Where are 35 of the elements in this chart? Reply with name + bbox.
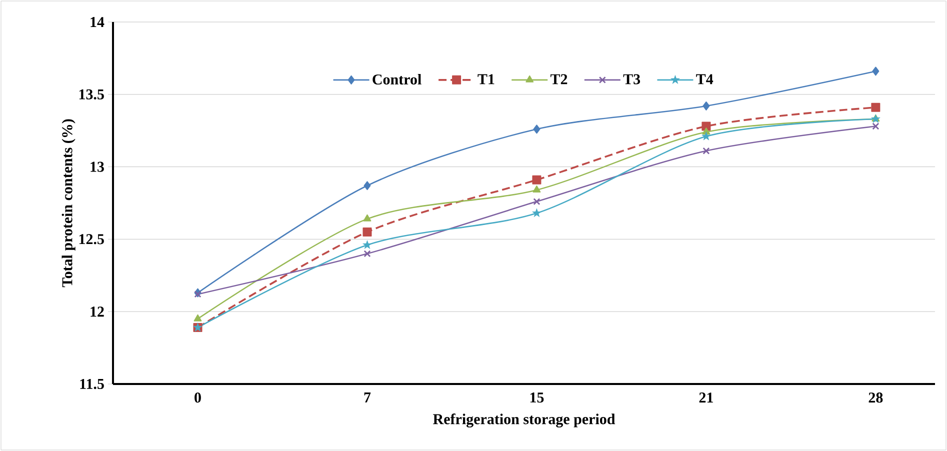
point: [533, 124, 540, 134]
y-axis-title: Total protein contents (%): [62, 119, 76, 288]
point: [362, 227, 372, 236]
y-tick-label: 13.5: [79, 89, 104, 100]
y-tick-label: 11.5: [80, 378, 104, 390]
point: [871, 102, 880, 112]
point: [363, 214, 372, 222]
point: [362, 240, 372, 250]
point: [872, 122, 880, 130]
y-tick-label: 14: [90, 17, 104, 27]
point: [532, 208, 542, 218]
point: [194, 314, 202, 322]
point: [872, 66, 880, 76]
point: [702, 101, 710, 110]
x-axis-title: Refrigeration storage period: [433, 414, 616, 428]
point: [532, 185, 541, 192]
legend-label: T1: [478, 74, 494, 84]
x-tick-label: 0: [194, 392, 201, 403]
x-tick-label: 21: [699, 392, 713, 402]
point: [702, 148, 710, 154]
x-tick-label: 28: [868, 392, 883, 403]
legend-label: T4: [696, 74, 714, 84]
x-tick-label: 7: [364, 392, 371, 402]
point: [701, 131, 711, 140]
point: [532, 175, 542, 184]
y-tick-label: 13: [90, 162, 104, 172]
x-tick-label: 15: [530, 392, 544, 403]
legend-label: T2: [550, 74, 568, 84]
y-tick-label: 12.5: [79, 234, 104, 244]
point: [364, 181, 371, 190]
legend-label: Control: [372, 74, 422, 85]
y-tick-label: 12: [90, 306, 104, 317]
legend-label: T3: [623, 74, 640, 84]
point: [194, 290, 202, 298]
point: [364, 250, 371, 258]
